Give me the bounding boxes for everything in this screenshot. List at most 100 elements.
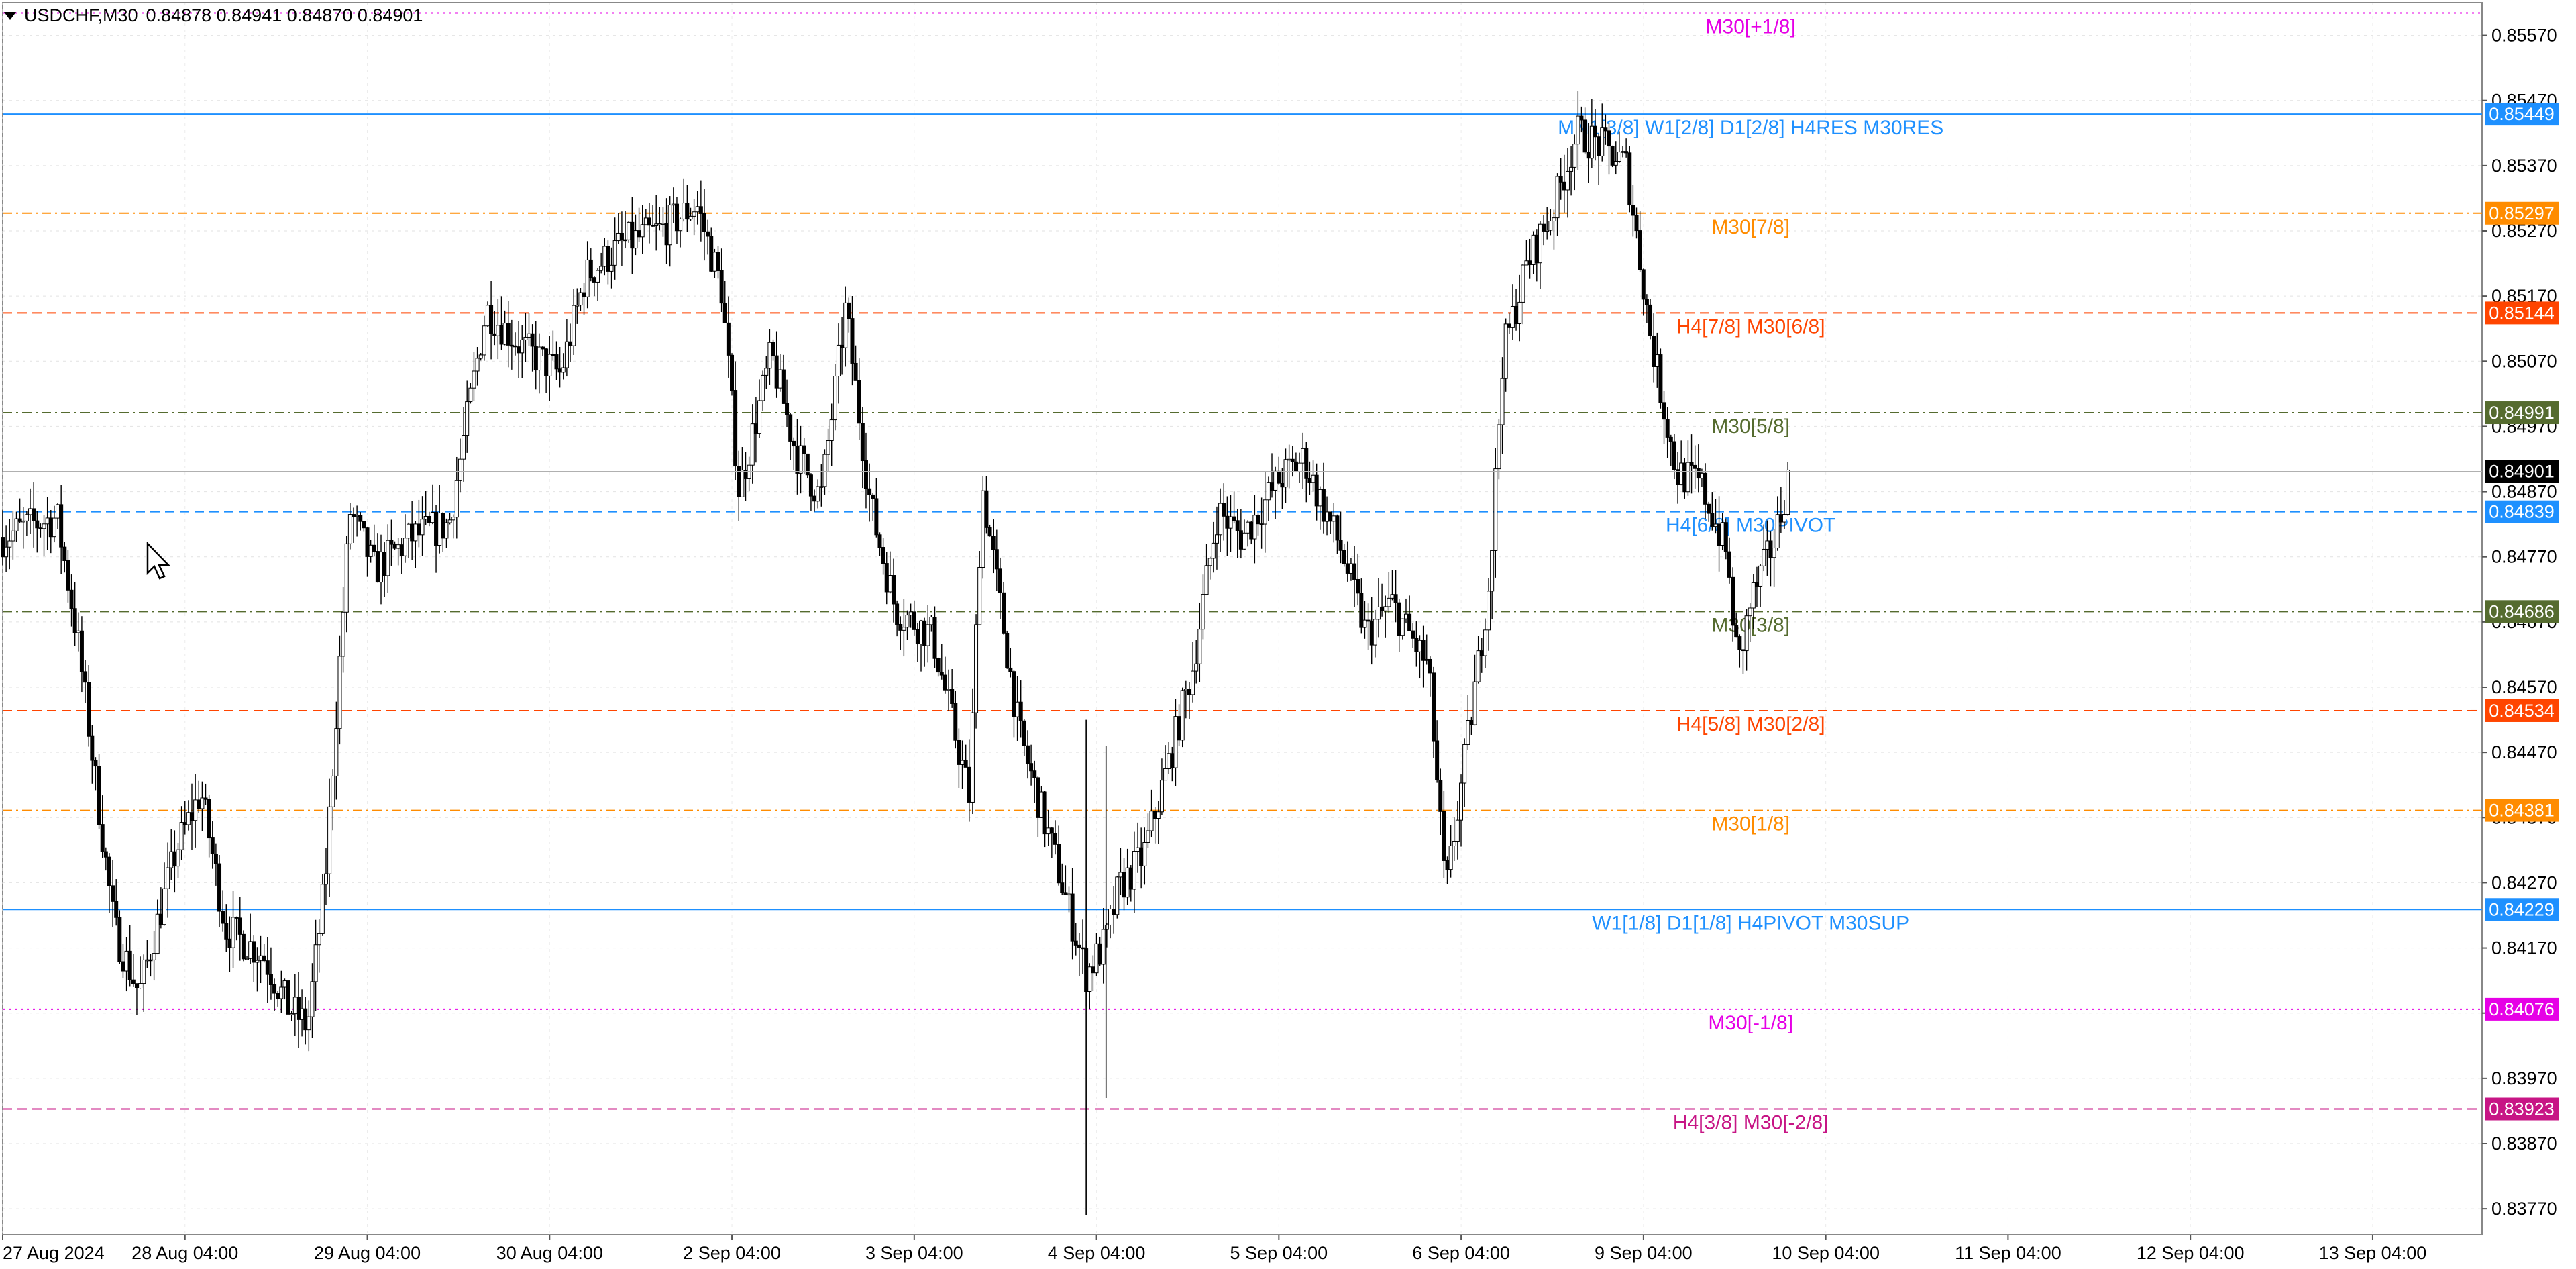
candle-body [276, 993, 280, 999]
y-tick-label: 0.84870 [2491, 482, 2557, 502]
candle-body [1665, 419, 1670, 438]
candle-body [895, 603, 900, 625]
candle-body [1621, 151, 1625, 153]
candle-body [1149, 811, 1154, 831]
candle-body [1049, 827, 1054, 834]
candle-body [282, 980, 287, 988]
candle-body [169, 851, 174, 868]
candle-body [709, 236, 714, 272]
candle-body [1369, 621, 1374, 646]
candle-body [478, 354, 483, 359]
candle-body [1424, 658, 1429, 661]
candle-body [777, 369, 782, 389]
candle-body [643, 217, 648, 225]
candle-body [1682, 462, 1687, 493]
y-tick-label: 0.83770 [2491, 1199, 2557, 1219]
candle-body [1476, 650, 1481, 682]
candle-body [1376, 606, 1381, 620]
candle-body [1744, 615, 1749, 652]
candle-body [1070, 893, 1075, 942]
candle-body [417, 523, 421, 536]
candle-body [981, 490, 985, 568]
candle-body [83, 671, 88, 683]
candle-body [396, 544, 400, 549]
candle-body [203, 797, 208, 800]
candle-body [1565, 170, 1570, 191]
candle-body [1421, 640, 1426, 661]
candle-body [926, 624, 930, 646]
candle-body [1002, 592, 1006, 634]
candle-body [475, 358, 480, 372]
candle-body [533, 346, 538, 371]
candle-body [513, 345, 517, 348]
candle-body [1118, 872, 1123, 878]
price-tag-label: 0.85449 [2489, 104, 2555, 124]
candle-body [1252, 515, 1257, 540]
price-tag [2485, 201, 2559, 225]
candle-body [537, 346, 541, 371]
candle-body [808, 474, 813, 497]
level-label: M30[-1/8] [1708, 1012, 1793, 1034]
candle-body [45, 517, 50, 525]
candle-body [805, 453, 810, 476]
candle-body [1256, 515, 1260, 525]
x-tick-label: 10 Sep 04:00 [1772, 1243, 1880, 1263]
candle-body [372, 544, 376, 552]
candle-body [947, 689, 951, 691]
candle-body [1428, 658, 1432, 674]
candle-body [423, 516, 428, 520]
candle-body [1717, 523, 1721, 546]
symbol-menu-icon[interactable] [4, 11, 16, 20]
candle-body [1710, 513, 1715, 527]
candle-body [1383, 606, 1388, 611]
candle-body [462, 435, 466, 460]
x-tick-label: 9 Sep 04:00 [1595, 1243, 1693, 1263]
candle-body [389, 540, 394, 545]
candle-body [1022, 720, 1026, 746]
candle-body [1503, 323, 1508, 379]
candle-body [1263, 499, 1267, 525]
candle-body [1493, 468, 1498, 551]
candle-body [1414, 638, 1419, 652]
candle-body [1455, 819, 1460, 842]
candle-body [193, 799, 198, 821]
candle-body [1707, 503, 1711, 514]
candle-body [1194, 663, 1199, 672]
candle-body [836, 344, 841, 377]
candle-body [612, 240, 617, 266]
level-label: MN1[3/8] W1[2/8] D1[2/8] H4RES M30RES [1558, 117, 1943, 139]
candle-body [38, 527, 43, 529]
candle-body [891, 575, 896, 605]
candle-body [1438, 779, 1443, 812]
candle-body [392, 544, 397, 549]
candle-body [678, 218, 683, 232]
candle-body [1679, 462, 1684, 485]
x-tick-label: 27 Aug 2024 [3, 1243, 105, 1263]
candle-body [100, 824, 105, 852]
level-label: M30[7/8] [1711, 216, 1790, 238]
candle-body [1407, 613, 1412, 631]
candle-body [1658, 354, 1663, 403]
candle-body [753, 423, 758, 434]
candle-body [1163, 768, 1168, 781]
candle-body [599, 266, 604, 271]
candle-body [1108, 909, 1113, 925]
candle-body [664, 223, 669, 246]
candle-body [499, 325, 504, 345]
candle-body [1173, 716, 1178, 768]
candle-body [863, 460, 868, 489]
candle-body [437, 513, 442, 546]
candle-body [1225, 515, 1230, 529]
candle-body [919, 620, 924, 645]
candle-body [541, 346, 545, 350]
price-tag [2485, 103, 2559, 126]
candle-body [1548, 221, 1553, 231]
candle-body [410, 523, 415, 542]
candle-body [368, 544, 373, 557]
y-tick-label: 0.84770 [2491, 547, 2557, 567]
candle-body [286, 980, 290, 1015]
candle-body [221, 911, 225, 924]
candle-body [509, 344, 514, 347]
